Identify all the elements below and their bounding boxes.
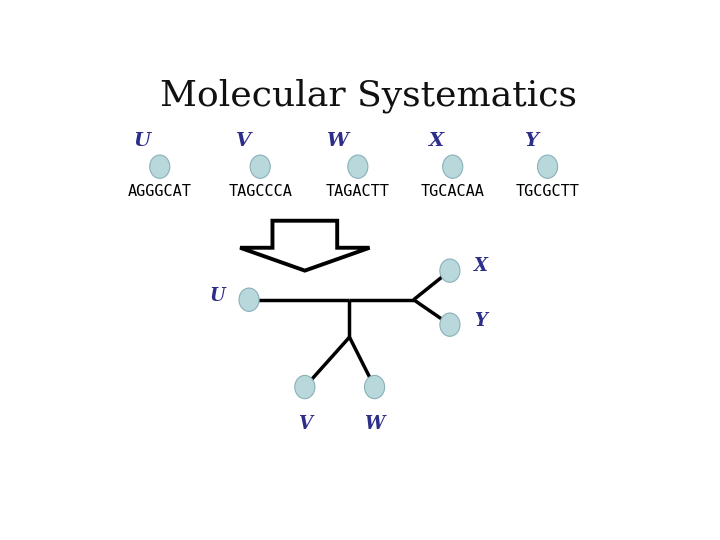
- Ellipse shape: [364, 375, 384, 399]
- Text: X: X: [428, 132, 444, 150]
- Text: U: U: [133, 132, 150, 150]
- Ellipse shape: [150, 155, 170, 178]
- Text: W: W: [326, 132, 348, 150]
- Text: Molecular Systematics: Molecular Systematics: [161, 79, 577, 113]
- Text: AGGGCAT: AGGGCAT: [128, 184, 192, 199]
- Text: TAGCCCA: TAGCCCA: [228, 184, 292, 199]
- Text: Y: Y: [474, 312, 487, 329]
- Ellipse shape: [443, 155, 463, 178]
- Text: V: V: [235, 132, 251, 150]
- Ellipse shape: [440, 313, 460, 336]
- Text: X: X: [474, 258, 488, 275]
- Text: Y: Y: [524, 132, 538, 150]
- Ellipse shape: [348, 155, 368, 178]
- Ellipse shape: [239, 288, 259, 312]
- Ellipse shape: [440, 259, 460, 282]
- Text: TAGACTT: TAGACTT: [326, 184, 390, 199]
- Text: TGCGCTT: TGCGCTT: [516, 184, 580, 199]
- Text: W: W: [364, 415, 384, 433]
- Text: U: U: [210, 287, 225, 305]
- Text: V: V: [298, 415, 312, 433]
- Ellipse shape: [294, 375, 315, 399]
- Text: TGCACAA: TGCACAA: [420, 184, 485, 199]
- Polygon shape: [240, 221, 369, 271]
- Ellipse shape: [250, 155, 270, 178]
- Ellipse shape: [538, 155, 557, 178]
